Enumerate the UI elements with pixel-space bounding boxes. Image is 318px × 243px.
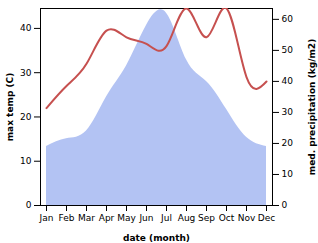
svg-text:60: 60 — [282, 14, 294, 24]
svg-text:Oct: Oct — [219, 213, 235, 223]
svg-text:0: 0 — [282, 200, 288, 210]
svg-text:Nov: Nov — [238, 213, 256, 223]
svg-text:Mar: Mar — [78, 213, 95, 223]
svg-text:Jul: Jul — [160, 213, 172, 223]
svg-text:max temp (C): max temp (C) — [5, 73, 15, 142]
svg-text:Apr: Apr — [99, 213, 115, 223]
svg-text:20: 20 — [20, 112, 32, 122]
svg-text:30: 30 — [20, 68, 32, 78]
svg-text:Dec: Dec — [258, 213, 275, 223]
svg-text:date (month): date (month) — [123, 233, 190, 243]
svg-text:50: 50 — [282, 45, 294, 55]
svg-text:30: 30 — [282, 107, 294, 117]
svg-text:May: May — [117, 213, 136, 223]
svg-text:Jan: Jan — [39, 213, 54, 223]
svg-text:10: 10 — [20, 156, 32, 166]
svg-text:20: 20 — [282, 138, 294, 148]
svg-text:0: 0 — [26, 200, 32, 210]
svg-text:40: 40 — [282, 76, 294, 86]
svg-text:Feb: Feb — [59, 213, 75, 223]
svg-text:40: 40 — [20, 23, 32, 33]
svg-text:Aug: Aug — [178, 213, 196, 223]
svg-text:Jun: Jun — [138, 213, 153, 223]
svg-text:10: 10 — [282, 169, 294, 179]
svg-text:Sep: Sep — [198, 213, 215, 223]
svg-text:med. precipitation (kg/m2): med. precipitation (kg/m2) — [307, 39, 317, 175]
